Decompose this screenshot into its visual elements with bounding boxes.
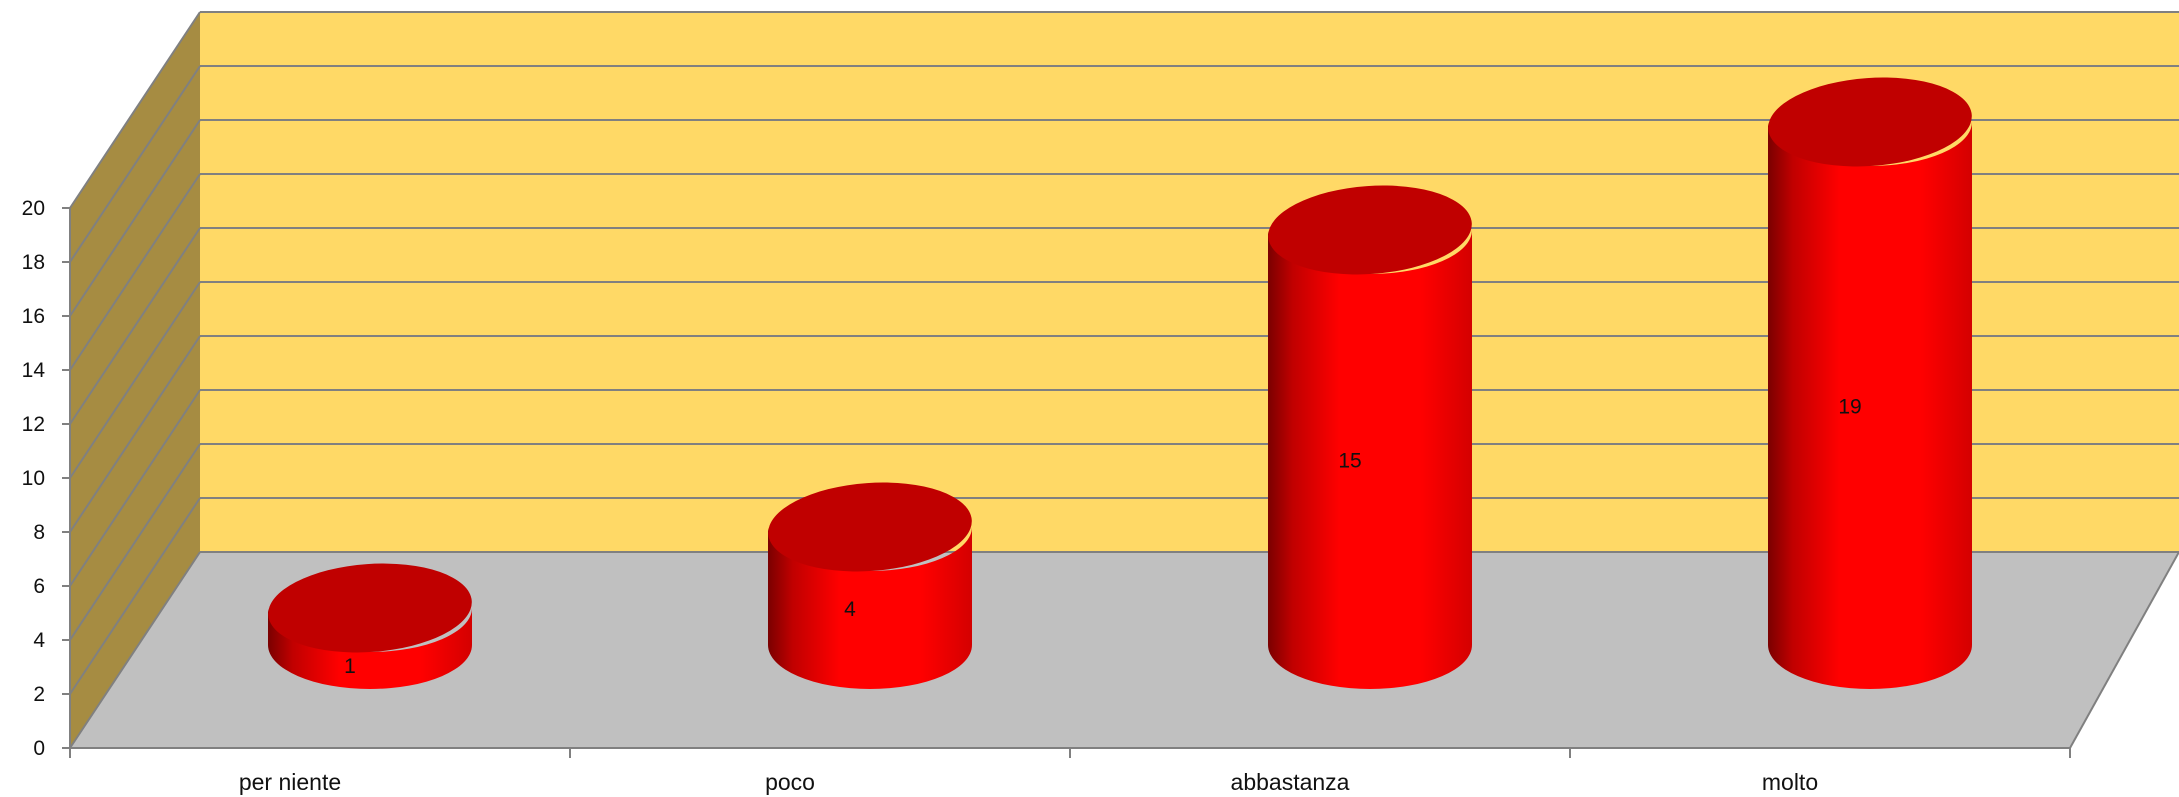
data-label: 19 [1838,396,1861,419]
y-tick-label: 12 [22,413,45,436]
gridline-side [69,497,201,695]
gridline-side [69,11,201,209]
gridline-side [69,227,201,425]
gridline-side [69,335,201,533]
bar-body [1268,230,1472,689]
y-tick-label: 10 [22,467,45,490]
y-tick-label: 2 [33,683,45,706]
bar [268,563,472,689]
data-label: 1 [344,655,356,678]
x-tick-label: poco [765,769,815,795]
y-axis-ticks: 0 2 4 6 8 10 12 14 16 18 20 [22,197,70,760]
bar-body [1768,122,1972,689]
data-labels: 1 4 15 19 [344,396,1862,679]
bar-top [1768,77,1972,167]
y-tick-label: 20 [22,197,45,220]
x-tick-label: abbastanza [1231,769,1350,795]
y-tick-label: 0 [33,737,45,760]
gridline-side [69,281,201,479]
data-label: 4 [844,598,856,621]
bar [1768,77,1972,689]
x-tick-label: molto [1762,769,1818,795]
y-tick-label: 18 [22,251,45,274]
bar-top [768,482,972,572]
data-label: 15 [1338,450,1361,473]
bar-body [268,608,472,689]
bars [268,77,1972,689]
bar-top [1268,185,1472,275]
y-tick-label: 16 [22,305,45,328]
gridline-side [69,389,201,587]
y-tick-label: 14 [22,359,46,382]
floor [70,552,2179,748]
bar [1268,185,1472,689]
y-tick-label: 4 [33,629,45,652]
gridline-side [69,173,201,371]
gridline-side [69,65,201,263]
bar [768,482,972,689]
y-tick-label: 6 [33,575,45,598]
gridline-side [69,119,201,317]
x-axis-ticks: per niente poco abbastanza molto [69,748,2071,795]
gridline-side [69,443,201,641]
bar-top [268,563,472,653]
y-tick-label: 8 [33,521,45,544]
x-tick-label: per niente [239,769,341,795]
